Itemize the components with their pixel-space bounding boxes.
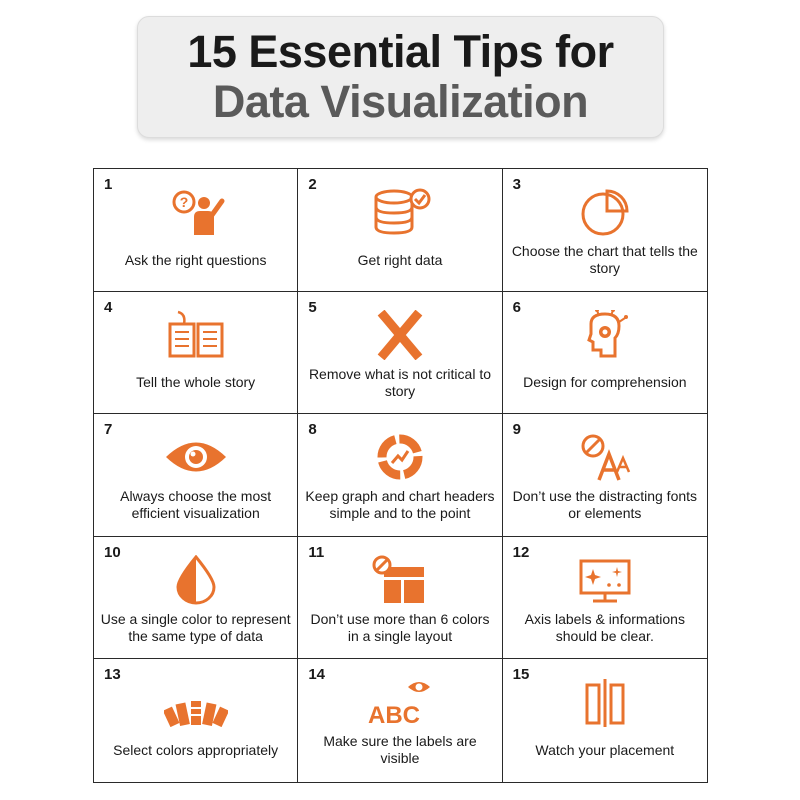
tip-cell: 3 Choose the chart that tells the story <box>502 169 707 292</box>
tip-number: 10 <box>104 543 121 561</box>
tip-cell: 6 Design for comprehension <box>502 292 707 415</box>
tip-number: 11 <box>308 543 325 561</box>
tip-cell: 4 Tell the whole story <box>94 291 299 415</box>
cross-icon <box>368 309 432 360</box>
tip-cell: 9 Don’t use the distracting fonts or ele… <box>502 414 707 537</box>
sparkle-monitor-icon <box>573 555 637 605</box>
tip-cell: 1 ? Ask the right questions <box>94 169 299 292</box>
tip-number: 2 <box>308 176 317 193</box>
tip-number: 5 <box>308 298 317 316</box>
eye-icon <box>164 432 228 482</box>
svg-text:?: ? <box>179 194 188 210</box>
half-drop-icon <box>164 554 228 605</box>
tip-label: Don’t use more than 6 colors in a single… <box>310 610 490 644</box>
placement-bars-icon <box>573 677 637 728</box>
donut-trend-icon <box>368 432 432 482</box>
tip-cell: 12 Axis labels & informations should be … <box>502 537 707 660</box>
book-quill-icon <box>164 310 228 360</box>
tip-cell: 2 Get right data <box>298 169 503 292</box>
tip-cell: 7 Always choose the most efficient visua… <box>94 414 299 537</box>
abc-eye-icon: ABC <box>368 677 432 727</box>
tip-cell: 8 Keep graph and chart headers simple an… <box>298 414 503 537</box>
tip-label: Get right data <box>357 251 443 268</box>
svg-text:ABC: ABC <box>368 702 420 727</box>
tip-cell: 15 Watch your placement <box>503 659 707 782</box>
tip-label: Ask the right questions <box>124 251 267 268</box>
tip-number: 3 <box>512 176 521 193</box>
tip-label: Select colors appropriately <box>113 741 279 758</box>
no-layout-icon <box>368 555 432 605</box>
tip-label: Watch your placement <box>535 741 675 758</box>
tip-label: Tell the whole story <box>136 374 256 391</box>
tip-label: Use a single color to represent the same… <box>100 610 291 644</box>
title-line-2: Data Visualization <box>212 76 589 127</box>
title-line-1: 15 Essential Tips for <box>187 26 614 77</box>
tip-label: Always choose the most efficient visuali… <box>120 488 272 522</box>
question-person-icon: ? <box>164 187 228 237</box>
tip-cell: 14 ABC Make sure the labels are visible <box>298 659 503 782</box>
tip-cell: 5 Remove what is not critical to story <box>298 291 503 415</box>
tip-label: Don’t use the distracting fonts or eleme… <box>512 488 698 522</box>
no-font-icon <box>573 432 637 482</box>
tip-label: Choose the chart that tells the story <box>511 243 698 276</box>
database-check-icon <box>368 187 432 237</box>
tip-number: 15 <box>512 666 530 684</box>
tip-number: 14 <box>308 666 326 684</box>
pie-chart-icon <box>573 187 637 237</box>
brain-gear-icon <box>573 309 637 360</box>
tip-cell: 13 Select colors appropriately <box>94 659 299 782</box>
tips-grid: 1 ? Ask the right questions 2 Ge <box>93 168 708 783</box>
tip-label: Axis labels & informations should be cle… <box>524 610 685 644</box>
tip-number: 12 <box>512 543 530 561</box>
tip-label: Design for comprehension <box>523 374 687 391</box>
tip-number: 7 <box>104 421 113 439</box>
color-swatch-icon <box>163 677 228 728</box>
tip-label: Remove what is not critical to story <box>308 365 492 399</box>
tip-cell: 11 Don’t use more than 6 colors in a sin… <box>298 536 503 660</box>
tip-number: 8 <box>308 421 317 439</box>
tip-number: 1 <box>104 176 113 193</box>
title-card: 15 Essential Tips for Data Visualization <box>137 16 664 138</box>
tip-label: Keep graph and chart headers simple and … <box>305 488 495 522</box>
tip-number: 13 <box>104 666 121 684</box>
tip-label: Make sure the labels are visible <box>323 733 477 767</box>
tip-number: 9 <box>512 421 521 439</box>
tip-cell: 10 Use a single color to represent the s… <box>94 536 299 660</box>
tip-number: 6 <box>512 298 521 316</box>
tip-number: 4 <box>104 298 113 316</box>
